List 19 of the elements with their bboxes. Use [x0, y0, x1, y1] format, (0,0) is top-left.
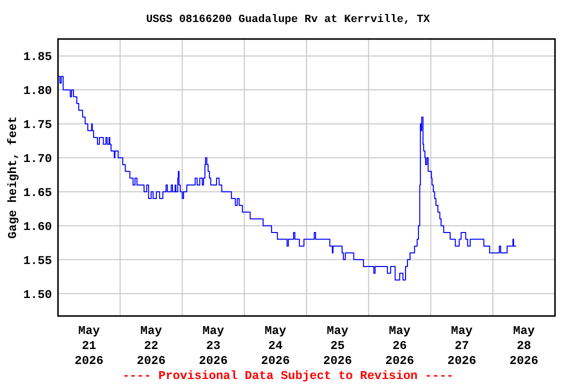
x-tick-label: May 21 2026 [74, 324, 104, 368]
y-tick-label: 1.60 [23, 220, 52, 234]
y-tick-label: 1.55 [23, 254, 52, 268]
chart-title: USGS 08166200 Guadalupe Rv at Kerrville, TX [146, 14, 430, 26]
x-tick-label: May 28 2026 [510, 324, 538, 368]
text: ---- Provisional Data Subject to Revision ---- [122, 369, 454, 383]
y-tick-label: 1.70 [23, 152, 52, 166]
x-tick-label: May 24 2026 [261, 324, 290, 368]
y-tick-label: 1.80 [23, 84, 52, 98]
x-tick-label: May 23 2026 [198, 324, 228, 368]
x-tick-label: May 25 2026 [323, 324, 352, 368]
x-tick-label: May 22 2026 [136, 324, 166, 368]
x-tick-label: May 26 2026 [385, 324, 414, 368]
x-tick-label: May 27 2026 [447, 324, 476, 368]
y-tick-label: 1.50 [23, 288, 52, 302]
y-tick-label: 1.75 [23, 118, 52, 132]
y-tick-label: 1.85 [23, 50, 52, 64]
y-axis-title: Gage height, feet [6, 116, 20, 239]
y-tick-label: 1.65 [23, 186, 52, 200]
